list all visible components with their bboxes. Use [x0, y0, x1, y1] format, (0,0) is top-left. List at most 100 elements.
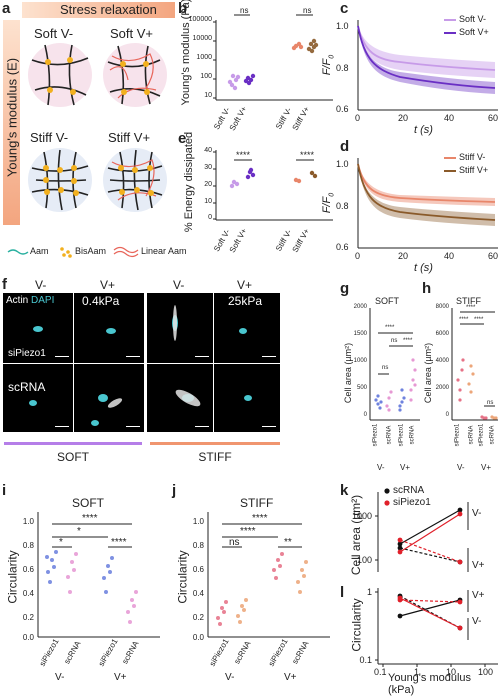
- panel-h-cat-3: scRNA: [489, 425, 496, 445]
- micrograph-soft-v-plus-scrna: [74, 364, 144, 432]
- panel-i-chart: [37, 512, 160, 638]
- panel-h-cat-2: siPiezo1: [478, 423, 485, 447]
- panel-g-cat-3: scRNA: [409, 425, 416, 445]
- panel-h-ytick-1: 6000: [435, 331, 449, 337]
- panel-label-k: k: [340, 482, 349, 499]
- panel-e-ytick-3: 10: [204, 198, 212, 205]
- panel-h-cat-0: siPiezo1: [454, 423, 461, 447]
- panel-i-ytick-0: 1.0: [22, 517, 34, 526]
- scale-bar-4: [262, 356, 276, 357]
- stress-relaxation-label: Stress relaxation: [60, 2, 157, 17]
- panel-c-ytick-1: 0.8: [336, 63, 349, 73]
- panel-k-legend-1: siPiezo1: [393, 497, 431, 508]
- panel-l-xtick-2: 10: [446, 667, 457, 677]
- panel-g-ytick-1: 1500: [353, 331, 367, 337]
- panel-g-title: SOFT: [375, 296, 399, 306]
- micrograph-stiff-v-minus-sipiezo1: [147, 293, 213, 363]
- panel-g-cat-1: scRNA: [386, 425, 393, 445]
- panel-i-title: SOFT: [72, 496, 104, 510]
- panel-e-ytick-4: 0: [208, 214, 212, 221]
- panel-h-chart: [451, 308, 498, 421]
- panel-i-ytick-2: 0.6: [22, 565, 34, 574]
- panel-j-group-0: V-: [225, 672, 235, 683]
- micrograph-sipiezo1-label: siPiezo1: [8, 348, 46, 359]
- panel-d-xtick-0: 0: [355, 251, 361, 261]
- panel-g-chart: [369, 308, 420, 421]
- panel-e-ytick-0: 40: [204, 147, 212, 154]
- panel-g-ytick-3: 500: [356, 385, 367, 391]
- panel-i-group-0: V-: [55, 672, 65, 683]
- panel-k-chart: [375, 488, 469, 572]
- panel-g-ytick-2: 1000: [353, 358, 367, 364]
- panel-l-chart: [375, 588, 498, 667]
- panel-j-sig-2: ns: [229, 537, 240, 548]
- panel-label-d: d: [340, 138, 350, 155]
- panel-label-c: c: [340, 0, 349, 17]
- soft-v-plus-line: [357, 25, 496, 89]
- panel-l-side-1: V-: [472, 616, 482, 627]
- modulus-arrow: [3, 20, 20, 225]
- panel-h-sig-3: ns: [487, 400, 494, 406]
- panel-label-j: j: [172, 482, 177, 499]
- panel-l-ytick-1: 0.1: [359, 655, 372, 665]
- panel-i-sig-1: *: [77, 526, 81, 537]
- panel-h-ytick-3: 2000: [435, 385, 449, 391]
- soft-banner-text: SOFT: [57, 450, 89, 464]
- panel-k-ytick-1: 100: [356, 555, 372, 565]
- panel-c-ytick-2: 0.6: [336, 104, 349, 114]
- panel-g-ytick-0: 2000: [353, 304, 367, 310]
- panel-h-sig-1: ****: [474, 317, 484, 323]
- panel-label-f: f: [2, 276, 7, 293]
- panel-b-ytick-4: 10: [204, 92, 212, 99]
- panel-d-ytick-0: 1.0: [336, 159, 349, 169]
- panel-i-ytick-3: 0.4: [22, 589, 34, 598]
- panel-c-xlabel: t (s): [414, 124, 433, 136]
- condition-stiff-v-minus: Stiff V-: [30, 130, 69, 145]
- stiff-banner-text: STIFF: [198, 450, 232, 464]
- micrograph-softness-label: 0.4kPa: [82, 294, 120, 308]
- micrograph-soft-v-plus-sipiezo1: [74, 293, 144, 363]
- scale-bar-7: [195, 426, 209, 427]
- condition-soft-v-plus: Soft V+: [110, 26, 153, 41]
- panel-i-sig-0: ****: [82, 513, 98, 524]
- panel-c-ytick-0: 1.0: [336, 21, 349, 31]
- panel-g-sig-0: ns: [382, 365, 389, 371]
- panel-d-xtick-2: 40: [444, 251, 455, 261]
- panel-d-ytick-1: 0.8: [336, 201, 349, 211]
- panel-d-legend-1: Stiff V+: [459, 165, 489, 175]
- panel-k-legend-0: scRNA: [393, 485, 425, 496]
- legend-linear-aam: Linear Aam: [141, 246, 187, 256]
- micrograph-stiffness-label: 25kPa: [228, 294, 263, 308]
- panel-j-ytick-0: 1.0: [192, 517, 204, 526]
- panel-i-sig-2: *: [59, 537, 63, 548]
- f-head-3: V+: [237, 278, 253, 292]
- legend-bisaam: BisAam: [75, 246, 107, 256]
- condition-stiff-v-plus: Stiff V+: [108, 130, 151, 145]
- panel-j-chart: [207, 512, 330, 638]
- panel-e-sig-0: ****: [236, 150, 251, 160]
- condition-soft-v-minus: Soft V-: [34, 26, 74, 41]
- panel-j-sig-3: **: [284, 537, 292, 548]
- soft-v-minus-line: [357, 25, 496, 71]
- panel-g-group-1: V+: [400, 463, 411, 472]
- legend-aam: Aam: [30, 246, 49, 256]
- panel-d-xlabel: t (s): [414, 262, 433, 274]
- panel-label-l: l: [340, 584, 345, 601]
- panel-label-b: b: [178, 0, 188, 17]
- panel-b-sig-1: ns: [303, 6, 312, 15]
- panel-j-group-1: V+: [284, 672, 297, 683]
- panel-label-i: i: [2, 482, 7, 499]
- panel-k-side-1: V+: [472, 560, 485, 571]
- panel-label-h: h: [422, 280, 432, 297]
- panel-j-ytick-4: 0.2: [192, 613, 204, 622]
- panel-g-sig-3: ****: [403, 338, 413, 344]
- panel-c-legend-0: Soft V-: [459, 14, 487, 24]
- panel-g-group-0: V-: [377, 463, 385, 472]
- panel-c-xtick-0: 0: [355, 113, 361, 123]
- stiff-banner: [150, 442, 280, 445]
- panel-d-xtick-3: 60: [488, 251, 499, 261]
- panel-b-ytick-0: 100000: [188, 16, 212, 23]
- panel-l-xlabel: Young's modulus (kPa): [388, 672, 472, 696]
- panel-j-ytick-1: 0.8: [192, 541, 204, 550]
- panel-h-title: STIFF: [456, 296, 481, 306]
